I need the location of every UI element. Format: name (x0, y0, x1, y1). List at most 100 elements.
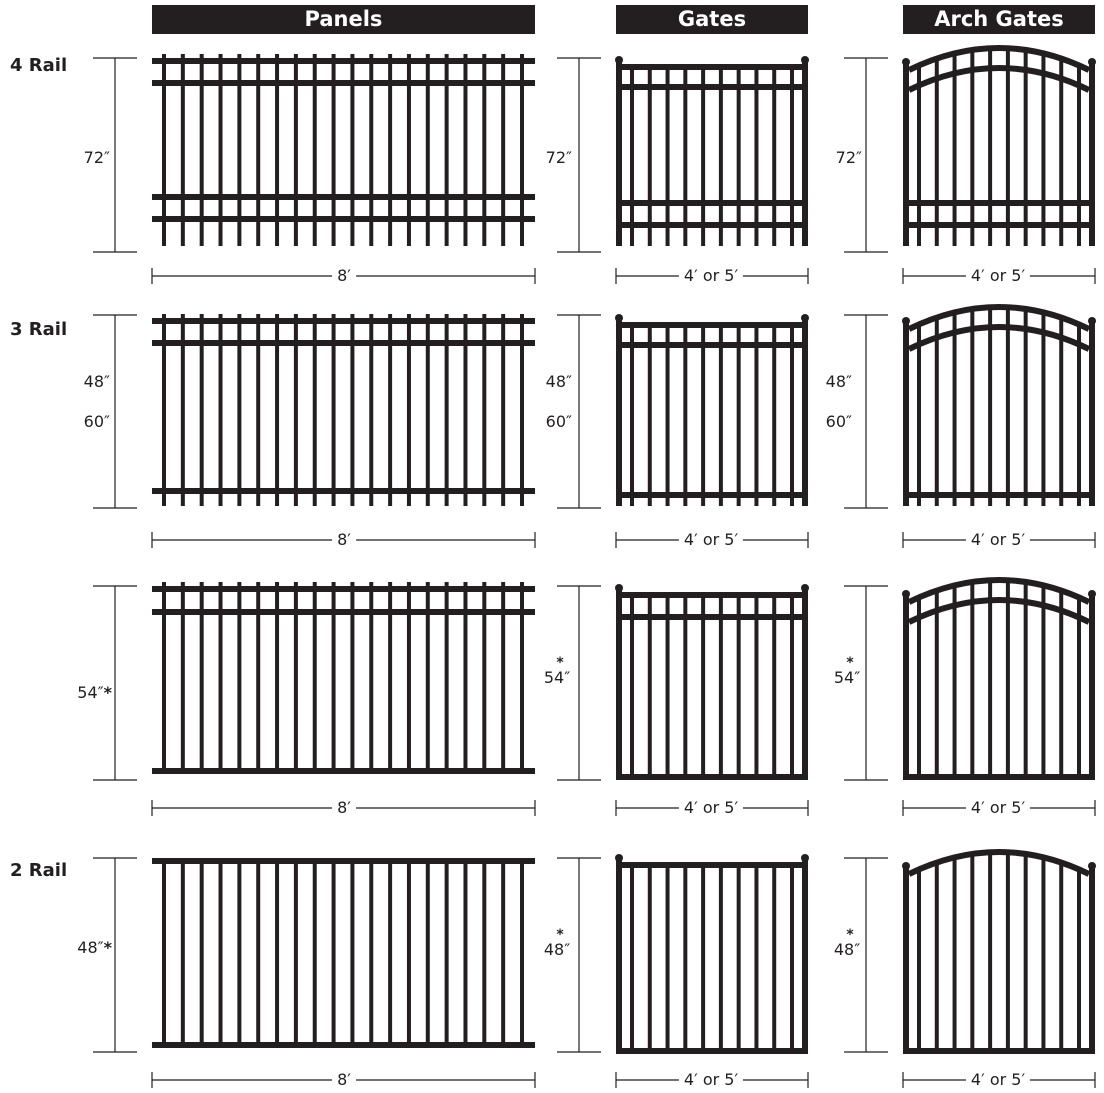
arch-gate-4-rail-left-post (903, 62, 909, 246)
panel-4-rail-picket (501, 54, 506, 246)
panel-2-rail-picket (482, 861, 487, 1045)
gate-4-rail-picket (718, 66, 723, 246)
gate-height-3-rail: 48″ 60″ (545, 372, 572, 431)
gate-54-picket (701, 594, 706, 780)
gate-3-rail-picket (718, 324, 723, 506)
gate-3-rail-rail (616, 342, 808, 348)
arch-gate-2-rail-arch-top (907, 849, 1091, 877)
panel-54-picket (237, 582, 242, 772)
header-panels: Panels (152, 5, 535, 34)
arch-gate-4-rail-rail (903, 222, 1095, 228)
arch-width-3-rail: 4′ or 5′ (965, 530, 1031, 550)
arch-height-2-rail: * 48″ (833, 927, 861, 959)
gate-54-picket (754, 594, 759, 780)
panel-width-54: 8′ (332, 798, 356, 818)
gate-54-rail (616, 614, 808, 620)
gate-width-54: 4′ or 5′ (678, 798, 744, 818)
panel-2-rail-picket (312, 861, 317, 1045)
gate-54-picket (683, 594, 688, 780)
gate-54-right-post (802, 588, 808, 780)
arch-gate-54-left-cap (902, 590, 910, 598)
panel-3-rail-rail (152, 318, 535, 324)
gate-2-rail-rail (616, 1048, 808, 1054)
gate-4-rail-rail (616, 222, 808, 228)
panel-54-picket (425, 582, 430, 772)
arch-height-4-rail: 72″ (835, 148, 862, 167)
gate-2-rail-picket (683, 864, 688, 1054)
arch-width-2-rail: 4′ or 5′ (965, 1070, 1031, 1090)
gate-4-rail-picket (683, 66, 688, 246)
panel-2-rail-picket (331, 861, 336, 1045)
gate-54-rail (616, 774, 808, 780)
panel-54-picket (162, 582, 166, 772)
panel-54-picket (199, 582, 204, 772)
gate-54-picket (790, 594, 794, 780)
panel-54-picket (350, 582, 355, 772)
panel-3-rail-rail (152, 340, 535, 346)
panel-3-rail-picket (520, 314, 524, 506)
panel-2-rail-rail (152, 858, 535, 864)
gate-2-rail-picket (718, 864, 723, 1054)
gate-3-rail-picket (790, 324, 794, 506)
gate-3-rail-left-post (616, 318, 622, 506)
panel-54-picket (406, 582, 411, 772)
panel-4-rail-picket (199, 54, 204, 246)
gate-2-rail-picket (647, 864, 652, 1054)
panel-2-rail-picket (369, 861, 374, 1045)
panel-4-rail-picket (256, 54, 261, 246)
panel-54-picket (331, 582, 336, 772)
panel-3-rail-rail (152, 488, 535, 494)
panel-2-rail-picket (293, 861, 298, 1045)
arch-gate-54-right-post (1089, 594, 1095, 780)
panel-4-rail-picket (444, 54, 449, 246)
arch-gate-3-rail-right-post (1089, 321, 1095, 506)
panel-54-picket (312, 582, 317, 772)
gate-4-rail-picket (701, 66, 706, 246)
gate-4-rail-picket (647, 66, 652, 246)
gate-4-rail-picket (754, 66, 759, 246)
arch-gate-4-rail-right-cap (1088, 58, 1096, 66)
panel-3-rail-picket (463, 314, 468, 506)
panel-4-rail-picket (162, 54, 166, 246)
gate-4-rail-left-post (616, 60, 622, 246)
gate-4-rail-right-cap (801, 56, 809, 64)
gate-4-rail-left-cap (615, 56, 623, 64)
panel-4-rail-picket (425, 54, 430, 246)
arch-gate-54-arch-top (907, 577, 1091, 605)
panel-2-rail-picket (425, 861, 430, 1045)
gate-4-rail-picket (665, 66, 670, 246)
panel-54-picket (275, 582, 280, 772)
panel-54-picket (501, 582, 506, 772)
row-label-4-rail: 4 Rail (10, 55, 68, 76)
arch-gate-4-rail-arch-second (907, 65, 1091, 93)
gate-3-rail-picket (772, 324, 777, 506)
panel-width-3-rail: 8′ (332, 530, 356, 550)
panel-2-rail-picket (218, 861, 223, 1045)
arch-gate-54-rail (903, 774, 1095, 780)
gate-4-rail-rail (616, 200, 808, 206)
panel-2-rail-rail (152, 1042, 535, 1048)
panel-4-rail-picket (275, 54, 280, 246)
gate-2-rail-picket (754, 864, 759, 1054)
gate-4-rail-rail (616, 84, 808, 90)
gate-2-rail-right-post (802, 858, 808, 1054)
panel-3-rail-picket (293, 314, 298, 506)
gate-54-left-cap (615, 584, 623, 592)
panel-2-rail-picket (256, 861, 261, 1045)
panel-2-rail-picket (180, 861, 185, 1045)
gate-3-rail-picket (736, 324, 741, 506)
arch-gate-4-rail-left-cap (902, 58, 910, 66)
panel-2-rail-picket (501, 861, 506, 1045)
gate-2-rail-right-cap (801, 854, 809, 862)
gate-3-rail-picket (647, 324, 652, 506)
gate-2-rail-picket (665, 864, 670, 1054)
panel-4-rail-picket (482, 54, 487, 246)
arch-height-3-rail: 48″ 60″ (825, 372, 852, 431)
panel-4-rail-picket (388, 54, 393, 246)
arch-gate-3-rail-left-cap (902, 317, 910, 325)
gate-3-rail-rail (616, 492, 808, 498)
header-arch-gates: Arch Gates (903, 5, 1095, 34)
panel-height-2-rail: 48″* (77, 938, 112, 957)
